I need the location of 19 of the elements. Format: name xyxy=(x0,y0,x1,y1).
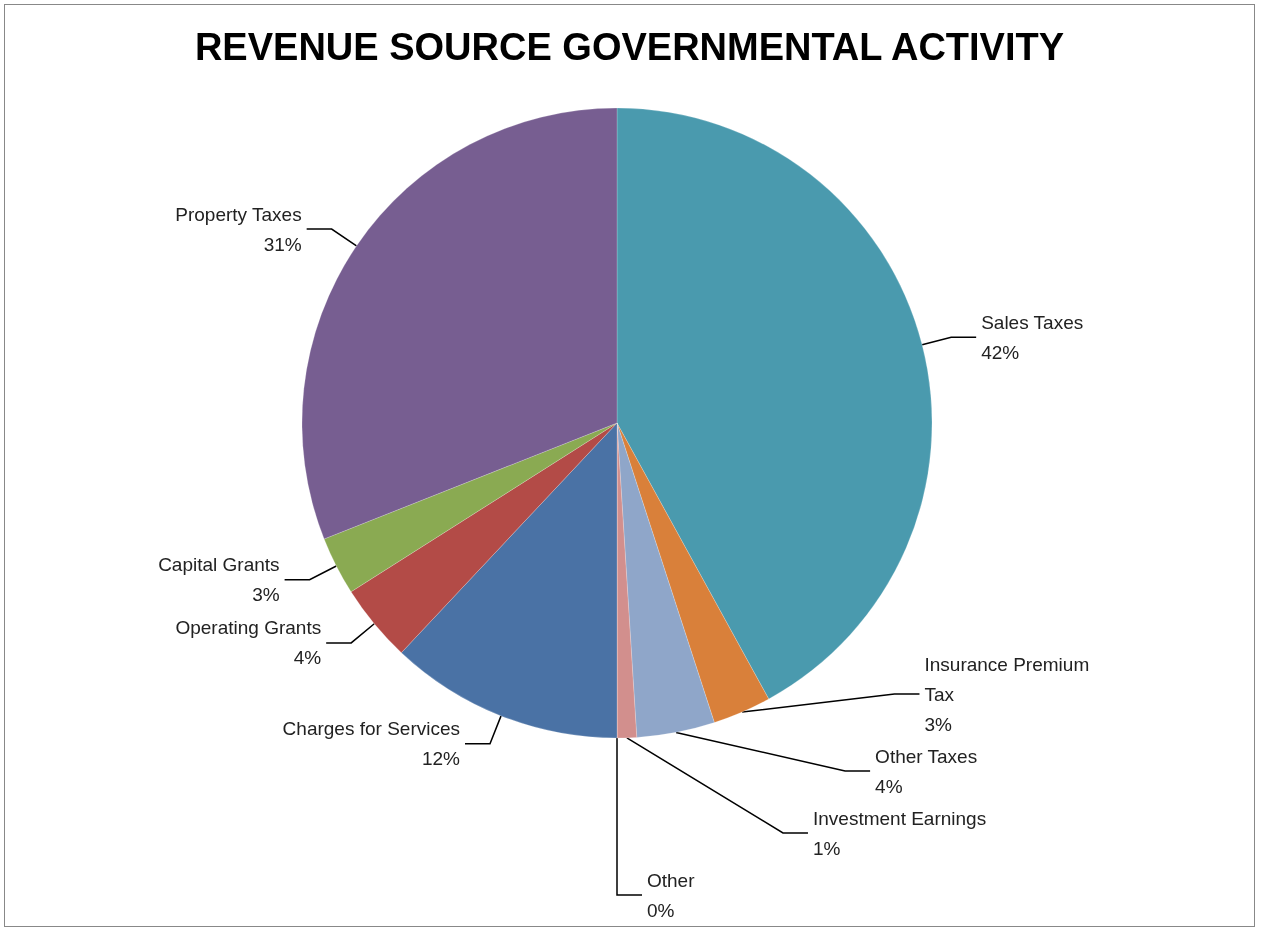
slice-label: Insurance Premium Tax xyxy=(924,653,1095,705)
slice-label: Sales Taxes xyxy=(981,311,1084,333)
slice-label: Property Taxes xyxy=(175,203,302,225)
slice-label: Investment Earnings xyxy=(812,807,987,829)
data-label: 4% xyxy=(293,647,322,669)
text: 0% xyxy=(647,899,675,921)
data-label: 4% xyxy=(875,775,903,797)
data-label: 3% xyxy=(252,584,280,606)
slice-label: Capital Grants xyxy=(158,554,280,576)
data-label: 1% xyxy=(812,837,841,859)
category-label: Other xyxy=(647,869,695,891)
slice-label: Other Taxes xyxy=(875,745,978,767)
data-label: 42% xyxy=(981,341,1020,363)
slice-label: Charges for Services xyxy=(282,718,460,740)
data-label: 3% xyxy=(924,713,953,735)
slice-label: Operating Grants xyxy=(175,617,322,639)
data-label: 31% xyxy=(263,233,302,255)
data-label: 12% xyxy=(421,748,461,770)
chart-title: REVENUE SOURCE GOVERNMENTAL ACTIVITY xyxy=(194,26,1065,68)
